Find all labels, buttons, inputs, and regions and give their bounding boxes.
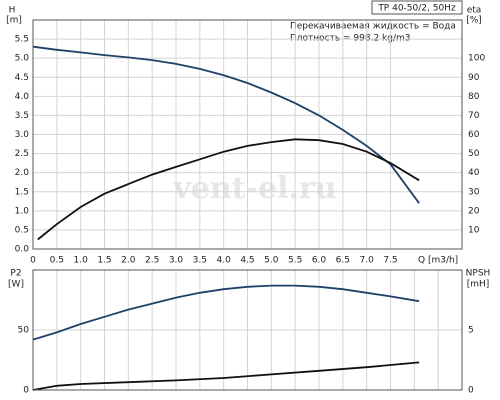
y-tick-label: 2.5 [15,149,29,159]
y2-tick-label: 40 [468,168,480,178]
x-tick-label: 4.5 [240,256,254,266]
y2-tick-label: 50 [468,149,480,159]
annotation: Плотность = 998.2 kg/m3 [290,34,411,44]
x-tick-label: 2.0 [121,256,136,266]
x-tick-label: 7.5 [383,256,397,266]
x-tick-label: 6.5 [336,256,350,266]
y2-tick-label: 10 [468,225,480,235]
y2-tick-label: 30 [468,187,480,197]
y-axis-label: H [9,6,16,16]
x-tick-label: 0 [30,256,36,266]
x-tick-label: 5.0 [264,256,279,266]
y2-tick-label: 80 [468,92,480,102]
y2-tick-label: 5 [468,326,474,336]
x-tick-label: 0.5 [50,256,64,266]
y2-tick-label: 0 [468,386,474,396]
y-tick-label: 50 [18,326,30,336]
annotation: Перекачиваемая жидкость = Вода [290,22,456,32]
y-tick-label: 1.0 [15,206,30,216]
y-tick-label: 4.0 [15,92,30,102]
y2-axis-unit: [%] [466,16,482,26]
x-tick-label: 7.0 [360,256,375,266]
curve [32,45,420,204]
x-tick-label: 1.5 [97,256,111,266]
y-tick-label: 5.5 [15,35,29,45]
x-tick-label: 2.5 [145,256,159,266]
title-box [371,0,463,15]
chart-title: TP 40-50/2, 50Hz [377,4,456,14]
y-tick-label: 0 [23,386,29,396]
watermark: vent-el.ru [172,171,336,206]
x-axis-label: Q [m3/h] [418,256,458,266]
plot-frame [32,19,463,250]
y-tick-label: 1.5 [15,187,29,197]
x-tick-label: 4.0 [217,256,232,266]
x-tick-label: 3.5 [193,256,207,266]
x-tick-label: 6.0 [312,256,327,266]
x-tick-label: 1.0 [74,256,89,266]
x-tick-label: 5.5 [288,256,302,266]
y-axis-label: P2 [10,269,21,279]
y2-axis-unit: [mH] [467,280,490,290]
y-tick-label: 3.5 [15,111,29,121]
y-tick-label: 0.0 [15,245,30,255]
y-tick-label: 5.0 [15,54,30,64]
curve [32,361,420,391]
y-tick-label: 3.0 [15,130,30,140]
y-axis-unit: [m] [6,16,22,26]
y-axis-unit: [W] [8,280,24,290]
y-tick-label: 0.5 [15,225,29,235]
curve [32,284,420,341]
curve [37,138,420,241]
y2-axis-label: NPSH [466,269,491,279]
y-tick-label: 4.5 [15,73,29,83]
y2-tick-label: 100 [468,54,485,64]
y2-tick-label: 70 [468,111,480,121]
y2-axis-label: eta [467,6,482,16]
x-tick-label: 3.0 [169,256,184,266]
plot-frame [32,269,463,391]
y2-tick-label: 90 [468,73,480,83]
y2-tick-label: 20 [468,206,480,216]
y-tick-label: 2.0 [15,168,30,178]
y2-tick-label: 60 [468,130,480,140]
